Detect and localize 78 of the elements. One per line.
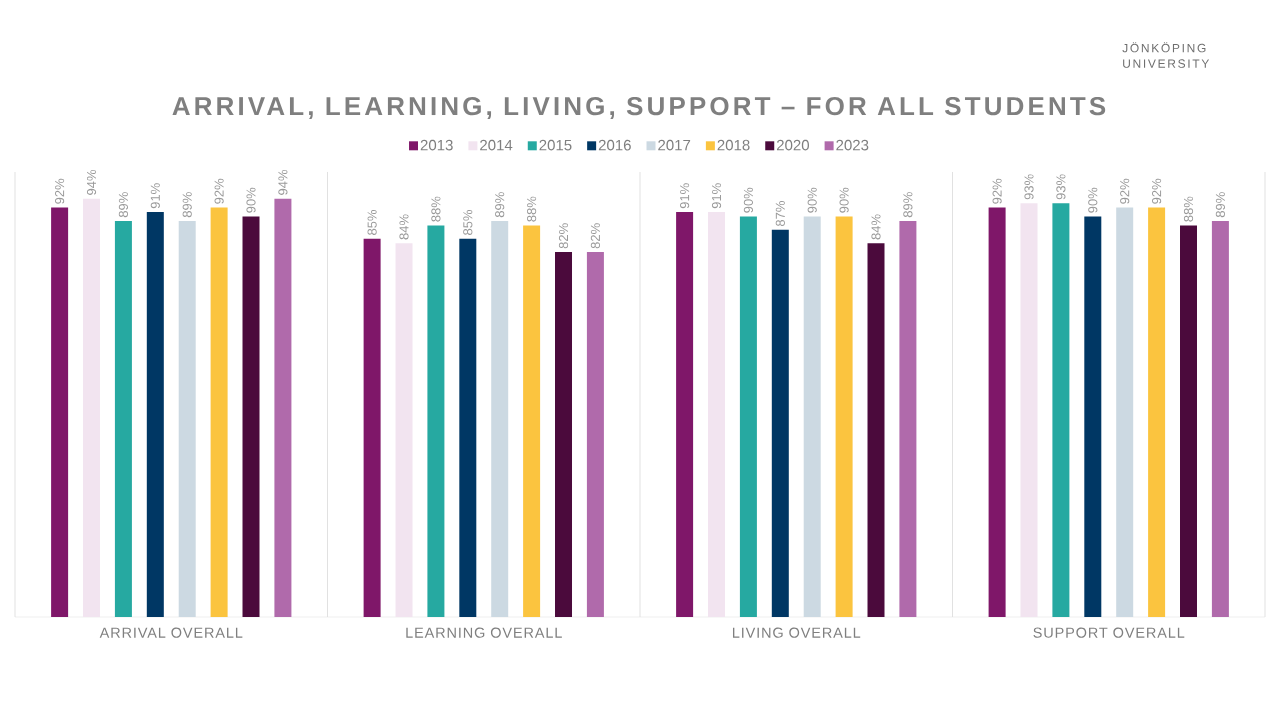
bar (274, 198, 292, 617)
data-label: 82% (590, 223, 601, 249)
data-label: 94% (278, 169, 288, 195)
legend-label: 2013 (420, 139, 453, 151)
bar (1116, 207, 1134, 617)
data-label: 85% (463, 209, 473, 235)
bar (708, 212, 726, 617)
data-label: 92% (1120, 178, 1130, 204)
bar (676, 212, 694, 617)
data-label: 91% (680, 183, 690, 209)
data-label: 92% (1152, 178, 1162, 204)
bar (867, 243, 885, 617)
bar (395, 243, 413, 617)
bar (427, 225, 445, 617)
data-label: 85% (367, 209, 377, 235)
bar (1020, 203, 1038, 617)
x-tick-label: LIVING OVERALL (733, 627, 861, 638)
legend-label: 2017 (658, 139, 691, 151)
bar (988, 207, 1006, 617)
data-label: 88% (527, 196, 537, 222)
bar (1180, 225, 1197, 617)
bar (459, 238, 477, 617)
bar (1211, 220, 1229, 617)
bar (1084, 216, 1102, 617)
legend-label: 2015 (539, 139, 572, 151)
data-label: 91% (711, 183, 722, 209)
bar (210, 207, 228, 617)
bar (178, 220, 196, 617)
bar (491, 220, 509, 617)
bar (835, 216, 853, 617)
data-label: 90% (807, 187, 817, 213)
data-label: 89% (1215, 192, 1225, 218)
legend-label: 2020 (776, 139, 810, 151)
data-label: 90% (1088, 187, 1098, 213)
data-label: 90% (246, 187, 256, 213)
bar (146, 212, 164, 617)
data-label: 82% (558, 223, 569, 249)
data-label: 87% (775, 201, 785, 227)
bar (739, 216, 757, 617)
data-label: 92% (992, 178, 1002, 204)
bar (586, 252, 604, 617)
x-tick-label: SUPPORT OVERALL (1033, 627, 1185, 638)
chart-title: ARRIVAL, LEARNING, LIVING, SUPPORT – FOR ALL STUDENTS (172, 96, 1106, 120)
data-label: 84% (871, 214, 881, 240)
legend-label: 2018 (717, 139, 750, 151)
legend-label: 2016 (598, 139, 631, 151)
bar (803, 216, 821, 617)
legend-label: 2023 (836, 139, 869, 151)
legend-label: 2014 (480, 139, 513, 151)
data-label: 93% (1056, 174, 1066, 200)
data-label: 92% (55, 178, 65, 204)
data-label: 89% (495, 192, 505, 218)
x-tick-label: LEARNING OVERALL (406, 627, 562, 638)
bar (1052, 203, 1070, 617)
data-label: 93% (1024, 174, 1034, 200)
bar (771, 229, 789, 617)
data-label: 94% (86, 169, 97, 195)
data-label: 88% (1183, 196, 1194, 222)
data-label: 90% (743, 187, 754, 213)
data-label: 92% (214, 178, 224, 204)
bar (363, 238, 381, 617)
bar (523, 225, 541, 617)
bar (899, 220, 917, 617)
data-label: 88% (431, 196, 441, 222)
data-label: 89% (118, 192, 129, 218)
bar (1148, 207, 1166, 617)
data-label: 89% (182, 192, 192, 218)
bar (114, 220, 132, 617)
bar (83, 198, 101, 617)
data-label: 91% (150, 183, 160, 209)
data-label: 84% (399, 214, 409, 240)
data-label: 89% (903, 192, 913, 218)
bar (242, 216, 260, 617)
data-label: 90% (839, 187, 849, 213)
text: JÖNKÖPING UNIVERSITY (1122, 42, 1210, 68)
x-tick-label: ARRIVAL OVERALL (99, 627, 243, 638)
bar (555, 252, 573, 617)
bar (51, 207, 69, 617)
